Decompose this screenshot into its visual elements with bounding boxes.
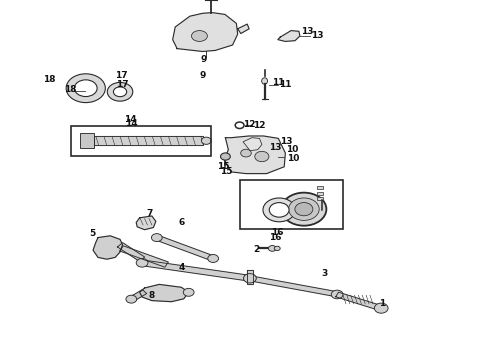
Text: 16: 16 xyxy=(271,228,284,237)
Circle shape xyxy=(270,203,289,217)
Polygon shape xyxy=(118,243,145,261)
Polygon shape xyxy=(172,13,238,51)
Text: 13: 13 xyxy=(301,27,314,36)
Text: 5: 5 xyxy=(90,229,96,238)
Circle shape xyxy=(107,82,133,101)
Text: 15: 15 xyxy=(220,166,233,175)
Polygon shape xyxy=(94,136,203,145)
Polygon shape xyxy=(278,31,300,41)
Text: 9: 9 xyxy=(200,71,206,80)
Text: 10: 10 xyxy=(287,154,299,163)
Circle shape xyxy=(66,74,105,103)
Circle shape xyxy=(183,288,194,296)
Text: 14: 14 xyxy=(125,119,138,128)
Text: 4: 4 xyxy=(179,263,185,271)
Text: 13: 13 xyxy=(280,137,293,146)
Circle shape xyxy=(113,87,127,97)
Text: 17: 17 xyxy=(115,72,128,81)
Text: 13: 13 xyxy=(270,143,282,152)
Circle shape xyxy=(374,303,388,313)
Polygon shape xyxy=(247,270,253,284)
Circle shape xyxy=(255,151,269,162)
Text: 1: 1 xyxy=(379,299,385,307)
Polygon shape xyxy=(238,24,249,33)
Circle shape xyxy=(289,198,319,220)
Polygon shape xyxy=(243,138,262,151)
Text: 11: 11 xyxy=(272,77,285,86)
Text: 17: 17 xyxy=(116,80,129,89)
Polygon shape xyxy=(120,246,169,267)
Circle shape xyxy=(136,258,148,267)
Text: 9: 9 xyxy=(201,55,207,64)
Circle shape xyxy=(263,198,295,222)
Bar xyxy=(318,197,323,200)
Polygon shape xyxy=(141,260,251,281)
Circle shape xyxy=(274,246,280,251)
Circle shape xyxy=(295,203,313,216)
Circle shape xyxy=(331,290,343,299)
Polygon shape xyxy=(249,276,339,297)
Text: 12: 12 xyxy=(243,120,256,129)
Text: 7: 7 xyxy=(146,208,152,217)
Text: 2: 2 xyxy=(253,245,259,254)
Text: 6: 6 xyxy=(179,218,185,227)
Bar xyxy=(240,180,343,229)
Circle shape xyxy=(208,255,219,262)
Circle shape xyxy=(244,274,256,283)
Polygon shape xyxy=(93,236,122,259)
Text: 16: 16 xyxy=(269,233,281,242)
Circle shape xyxy=(241,149,251,157)
Text: 18: 18 xyxy=(43,75,55,84)
Polygon shape xyxy=(140,284,189,302)
Circle shape xyxy=(201,137,211,144)
Bar xyxy=(318,192,323,195)
Bar xyxy=(318,186,323,189)
Circle shape xyxy=(74,80,97,96)
Circle shape xyxy=(269,246,276,251)
Bar xyxy=(71,126,211,156)
Text: 13: 13 xyxy=(311,31,323,40)
Text: 10: 10 xyxy=(286,145,298,154)
Circle shape xyxy=(244,274,256,283)
Ellipse shape xyxy=(192,31,207,41)
Text: 11: 11 xyxy=(279,80,292,89)
Circle shape xyxy=(126,295,137,303)
Polygon shape xyxy=(136,216,156,230)
Polygon shape xyxy=(336,292,381,310)
Text: 8: 8 xyxy=(148,291,155,300)
Circle shape xyxy=(220,153,230,160)
Circle shape xyxy=(235,122,244,129)
Circle shape xyxy=(151,234,162,242)
Polygon shape xyxy=(155,235,215,261)
Text: 3: 3 xyxy=(321,269,327,278)
Text: 12: 12 xyxy=(253,121,266,130)
Ellipse shape xyxy=(262,78,268,84)
Polygon shape xyxy=(224,136,285,174)
Text: 14: 14 xyxy=(124,115,137,124)
Bar xyxy=(80,133,94,148)
Text: 18: 18 xyxy=(64,85,76,94)
Circle shape xyxy=(281,193,326,226)
Polygon shape xyxy=(130,290,147,301)
Text: 15: 15 xyxy=(217,162,229,171)
